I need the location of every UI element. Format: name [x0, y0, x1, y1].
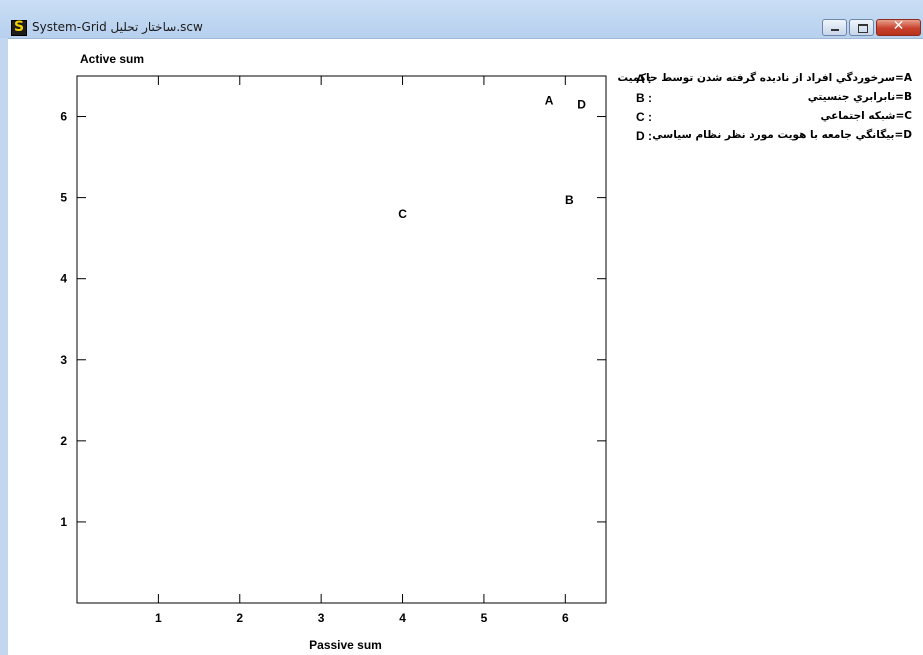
minimize-button[interactable]	[822, 19, 847, 36]
window-left-border	[0, 38, 8, 655]
legend-item: A : A=سرخوردگي افراد از ناديده گرفته شدن…	[618, 70, 916, 89]
legend-item: B : B=نابرابري جنسيتي	[626, 89, 916, 108]
x-tick-label: 1	[155, 611, 162, 625]
legend-key: D :	[636, 129, 652, 143]
x-tick-label: 4	[399, 611, 406, 625]
y-tick-label: 6	[60, 110, 67, 124]
legend-key: A :	[636, 72, 652, 86]
y-tick-label: 3	[60, 353, 67, 367]
plot-frame	[76, 75, 607, 604]
y-tick-label: 5	[60, 191, 67, 205]
legend-text: C=شبكه اجتماعي	[820, 110, 913, 122]
legend: A : A=سرخوردگي افراد از ناديده گرفته شدن…	[618, 70, 916, 146]
x-axis-label: Passive sum	[309, 638, 382, 652]
maximize-icon	[858, 24, 868, 33]
x-tick-label: 2	[236, 611, 243, 625]
y-tick-label: 4	[60, 272, 67, 286]
data-point-c: C	[398, 207, 407, 221]
legend-text: D=بيگانگي جامعه با هويت مورد نظر نظام سي…	[652, 129, 912, 141]
y-tick-label: 2	[60, 434, 67, 448]
minimize-icon	[831, 29, 839, 31]
legend-key: C :	[636, 110, 652, 124]
y-tick-label: 1	[60, 515, 67, 529]
close-icon: ✕	[892, 18, 905, 34]
y-axis-label: Active sum	[80, 52, 144, 66]
x-tick-label: 5	[481, 611, 488, 625]
x-tick-label: 6	[562, 611, 569, 625]
data-point-b: B	[565, 193, 574, 207]
close-button[interactable]: ✕	[876, 18, 921, 36]
legend-item: C : C=شبكه اجتماعي	[626, 108, 916, 127]
window-title: System-Grid ساختار تحليل.scw	[32, 20, 203, 34]
app-s-icon[interactable]: S	[11, 19, 27, 36]
title-bar[interactable]: S System-Grid ساختار تحليل.scw ✕	[0, 0, 923, 39]
legend-text: A=سرخوردگي افراد از ناديده گرفته شدن توس…	[617, 72, 913, 84]
legend-text: B=نابرابري جنسيتي	[807, 91, 912, 103]
data-point-a: A	[545, 93, 554, 107]
maximize-button[interactable]	[849, 19, 874, 36]
legend-item: D : D=بيگانگي جامعه با هويت مورد نظر نظا…	[626, 127, 916, 146]
legend-key: B :	[636, 91, 652, 105]
data-point-d: D	[577, 97, 586, 111]
x-tick-label: 3	[318, 611, 325, 625]
